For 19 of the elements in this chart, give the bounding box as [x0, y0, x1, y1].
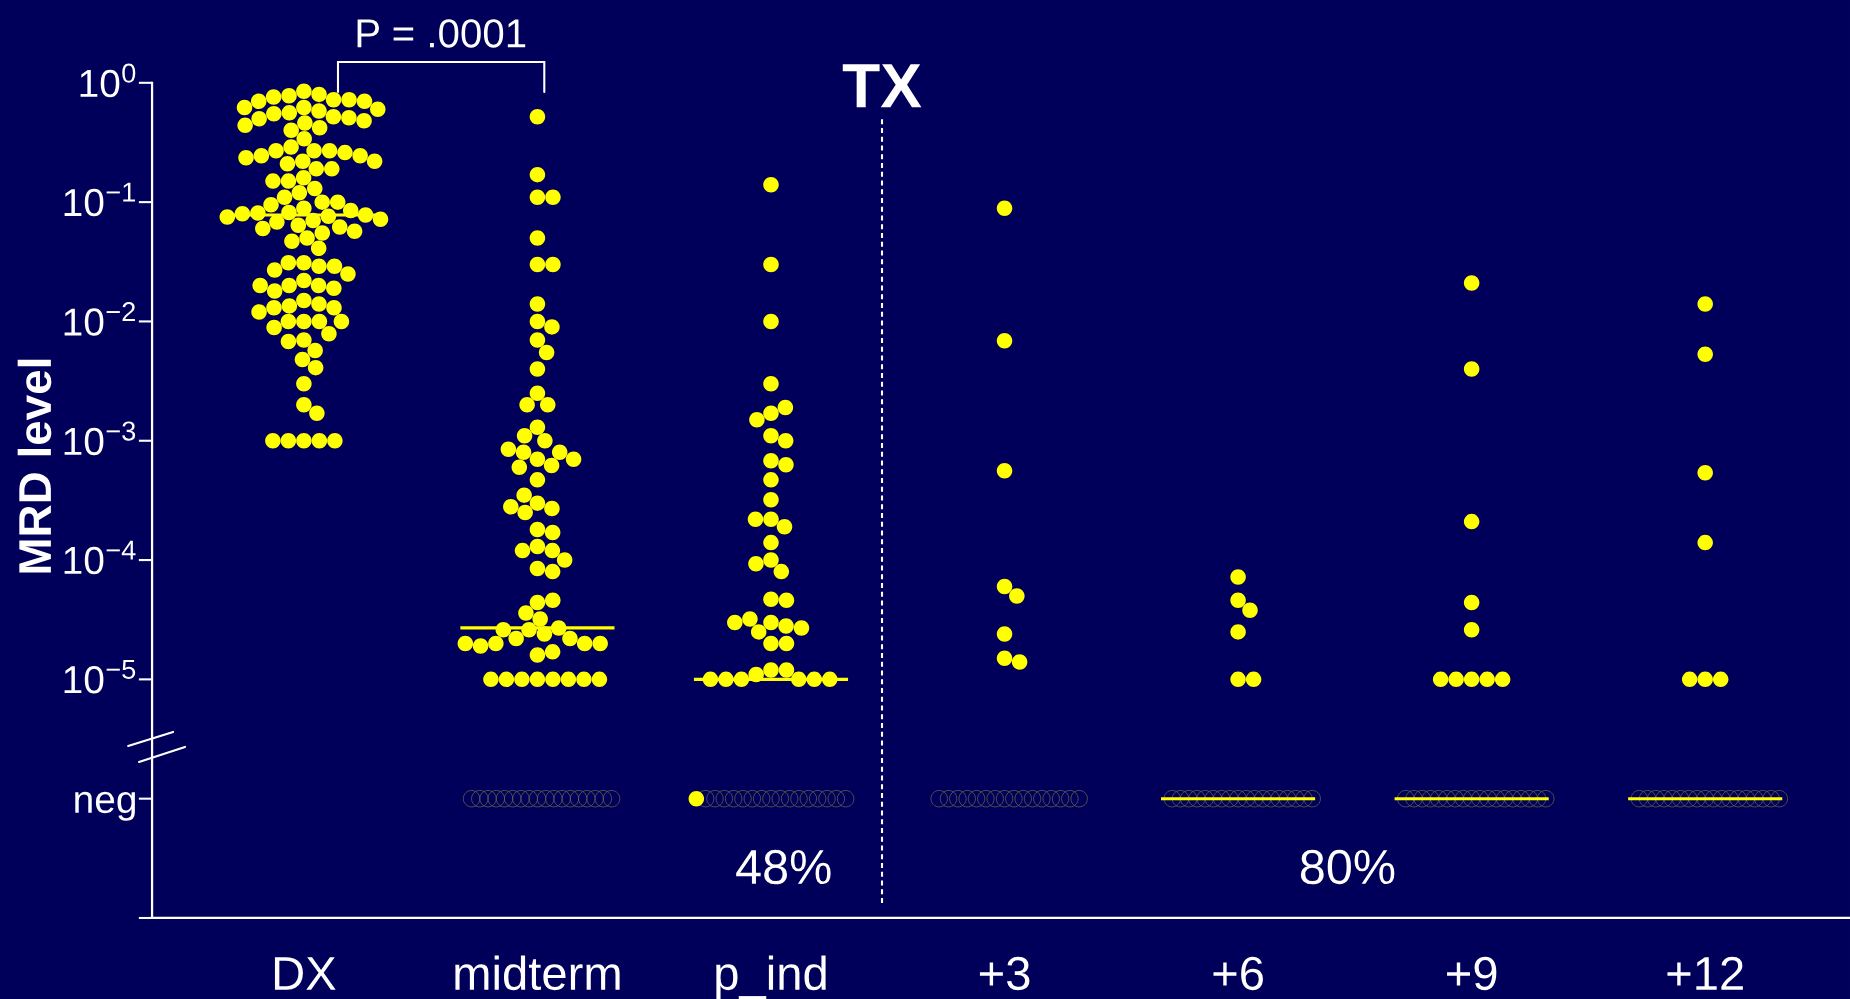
annotation: 80% — [1300, 849, 1395, 885]
y-tick-label: 10$^{−4}$ — [64, 540, 136, 575]
x-tick-label: p_ind — [716, 955, 826, 999]
y-axis-title: MRD level — [17, 359, 52, 573]
x-tick-label: +9 — [1447, 956, 1497, 991]
x-tick-label: +3 — [979, 956, 1030, 991]
y-tick-label: 10$^{−1}$ — [64, 182, 135, 217]
y-tick-label: neg — [75, 791, 135, 821]
text: P = .0001 — [357, 19, 526, 48]
y-tick-label: 10$^{−3}$ — [64, 421, 136, 456]
annotation: TX — [842, 64, 922, 108]
annotation: 48% — [736, 849, 831, 885]
y-tick-label: 10$^{−2}$ — [64, 302, 135, 336]
y-tick-label: 10$^{−5}$ — [64, 660, 136, 694]
x-tick-label: midterm — [455, 955, 620, 991]
x-tick-label: DX — [274, 957, 336, 990]
y-tick-label: 10$^{0}$ — [80, 63, 136, 98]
x-tick-label: +6 — [1213, 956, 1263, 991]
x-tick-label: +12 — [1667, 956, 1743, 990]
